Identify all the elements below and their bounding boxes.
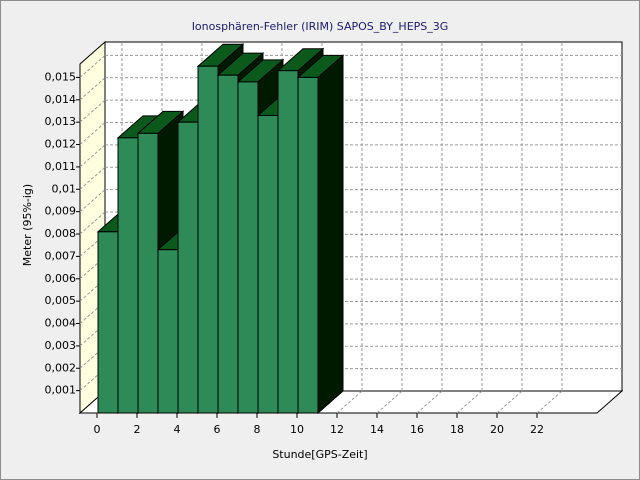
y-tick-label: 0,003 (45, 339, 77, 352)
bar (197, 65, 219, 414)
grid-line (376, 390, 403, 414)
y-tick-label: 0,002 (45, 361, 77, 374)
bar (117, 137, 139, 414)
x-axis-label: Stunde[GPS-Zeit] (272, 448, 367, 461)
y-tick-label: 0,015 (45, 70, 77, 83)
x-tick-label: 16 (410, 423, 424, 436)
y-tick-label: 0,012 (45, 138, 77, 151)
grid-line (336, 390, 363, 414)
grid-line (79, 122, 106, 145)
y-tick-label: 0,005 (45, 294, 77, 307)
y-tick-label: 0,01 (52, 182, 77, 195)
bar (237, 81, 259, 414)
x-tick-label: 0 (94, 423, 101, 436)
grid-line (79, 77, 106, 101)
x-tick-label: 10 (290, 423, 304, 436)
chart-title: Ionosphären-Fehler (IRIM) SAPOS_BY_HEPS_… (192, 20, 449, 33)
grid-line (79, 189, 106, 213)
x-tick-label: 12 (330, 423, 344, 436)
bar-side (317, 54, 344, 415)
grid-line (79, 55, 106, 78)
grid-line (79, 144, 106, 168)
x-tick-label: 2 (134, 423, 141, 436)
y-tick-label: 0,011 (45, 160, 77, 173)
x-tick-label: 14 (370, 423, 384, 436)
y-tick-label: 0,004 (45, 317, 77, 330)
x-tick-label: 18 (450, 423, 464, 436)
y-tick-label: 0,007 (45, 249, 77, 262)
bar (97, 231, 119, 414)
x-tick-label: 20 (490, 423, 504, 436)
y-tick-label: 0,013 (45, 115, 77, 128)
grid-line (496, 390, 523, 414)
bar (217, 74, 239, 414)
bar (157, 249, 179, 414)
y-tick-label: 0,001 (45, 384, 77, 397)
x-tick-label: 6 (214, 423, 221, 436)
bar (177, 121, 199, 414)
bar (277, 70, 299, 414)
y-tick-label: 0,006 (45, 272, 77, 285)
bar (257, 114, 279, 414)
x-tick-label: 4 (174, 423, 181, 436)
bar (297, 76, 319, 414)
y-axis-label: Meter (95%-ig) (21, 184, 34, 266)
y-tick-label: 0,009 (45, 205, 77, 218)
grid-line (79, 166, 106, 190)
x-tick-label: 8 (254, 423, 261, 436)
grid-line (536, 390, 563, 414)
grid-line (456, 390, 483, 414)
grid-line (79, 211, 106, 235)
y-tick-label: 0,008 (45, 227, 77, 240)
grid-line (416, 390, 443, 414)
x-tick-label: 22 (530, 423, 544, 436)
bar (137, 132, 159, 414)
y-tick-label: 0,014 (45, 93, 77, 106)
grid-line (79, 99, 106, 123)
